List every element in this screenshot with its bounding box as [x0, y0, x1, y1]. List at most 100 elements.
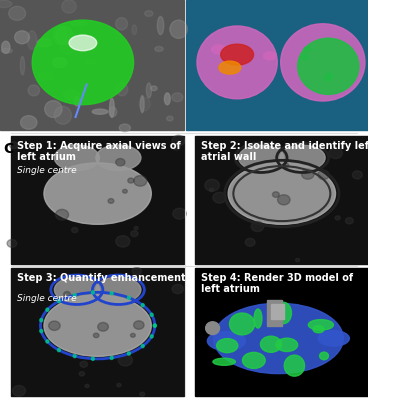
- Ellipse shape: [151, 86, 157, 91]
- Ellipse shape: [140, 96, 144, 113]
- Ellipse shape: [172, 144, 180, 150]
- Ellipse shape: [141, 344, 144, 348]
- Ellipse shape: [131, 231, 138, 236]
- Ellipse shape: [140, 392, 145, 396]
- Bar: [186, 0, 368, 130]
- Text: Step 1: Acquire axial views of
left atrium: Step 1: Acquire axial views of left atri…: [16, 141, 180, 162]
- Ellipse shape: [46, 340, 49, 343]
- Ellipse shape: [197, 26, 277, 99]
- Ellipse shape: [56, 209, 68, 220]
- Ellipse shape: [296, 258, 300, 262]
- Ellipse shape: [116, 83, 128, 96]
- Ellipse shape: [0, 0, 12, 8]
- Ellipse shape: [61, 42, 74, 54]
- Ellipse shape: [172, 93, 183, 102]
- Ellipse shape: [20, 56, 24, 75]
- Ellipse shape: [92, 291, 94, 294]
- Text: Single centre: Single centre: [16, 294, 76, 303]
- Ellipse shape: [28, 31, 37, 50]
- Ellipse shape: [14, 31, 30, 44]
- Ellipse shape: [326, 73, 333, 78]
- Ellipse shape: [352, 171, 362, 179]
- Ellipse shape: [298, 38, 359, 94]
- Ellipse shape: [144, 11, 153, 16]
- Text: C: C: [4, 142, 14, 156]
- Ellipse shape: [1, 48, 12, 53]
- Ellipse shape: [207, 331, 246, 350]
- Ellipse shape: [132, 267, 142, 275]
- Ellipse shape: [150, 335, 153, 338]
- Ellipse shape: [85, 384, 89, 388]
- Text: Step 3: Quantify enhancement: Step 3: Quantify enhancement: [16, 273, 185, 283]
- Ellipse shape: [134, 226, 138, 230]
- Ellipse shape: [116, 158, 125, 166]
- Ellipse shape: [44, 163, 151, 224]
- Ellipse shape: [284, 355, 304, 376]
- Bar: [195, 268, 368, 396]
- Ellipse shape: [69, 35, 97, 51]
- Ellipse shape: [206, 322, 220, 334]
- Ellipse shape: [318, 170, 329, 180]
- Ellipse shape: [153, 324, 156, 327]
- Ellipse shape: [134, 321, 144, 329]
- Ellipse shape: [230, 313, 255, 335]
- Ellipse shape: [238, 145, 284, 170]
- Ellipse shape: [110, 98, 114, 118]
- Ellipse shape: [45, 100, 62, 118]
- Ellipse shape: [116, 18, 128, 30]
- Ellipse shape: [228, 163, 336, 224]
- Ellipse shape: [48, 321, 60, 330]
- Ellipse shape: [213, 192, 226, 203]
- Text: Step 2: Isolate and identify left
atrial wall: Step 2: Isolate and identify left atrial…: [201, 141, 374, 162]
- Ellipse shape: [141, 304, 144, 307]
- Ellipse shape: [146, 83, 152, 98]
- Bar: [271, 304, 284, 319]
- Ellipse shape: [52, 58, 66, 68]
- Ellipse shape: [166, 116, 173, 121]
- Ellipse shape: [283, 163, 289, 168]
- Ellipse shape: [276, 338, 298, 352]
- Ellipse shape: [73, 294, 76, 297]
- Ellipse shape: [46, 308, 49, 311]
- Ellipse shape: [72, 228, 78, 233]
- Ellipse shape: [9, 6, 26, 20]
- Ellipse shape: [64, 292, 70, 297]
- Ellipse shape: [172, 284, 184, 294]
- Ellipse shape: [86, 60, 96, 64]
- Ellipse shape: [324, 76, 331, 81]
- Text: Step 4: Render 3D model of
left atrium: Step 4: Render 3D model of left atrium: [201, 273, 353, 294]
- Ellipse shape: [62, 0, 76, 13]
- Ellipse shape: [278, 195, 290, 205]
- Ellipse shape: [172, 135, 185, 146]
- Ellipse shape: [28, 85, 40, 96]
- Ellipse shape: [54, 277, 99, 302]
- Ellipse shape: [164, 93, 170, 105]
- Ellipse shape: [74, 96, 80, 106]
- Ellipse shape: [80, 361, 88, 367]
- Ellipse shape: [38, 73, 53, 80]
- Ellipse shape: [58, 300, 60, 303]
- Ellipse shape: [173, 208, 186, 219]
- Ellipse shape: [308, 320, 334, 330]
- Ellipse shape: [96, 145, 141, 170]
- Ellipse shape: [130, 333, 135, 337]
- Ellipse shape: [221, 44, 254, 65]
- Ellipse shape: [276, 302, 292, 324]
- Ellipse shape: [132, 25, 137, 35]
- Ellipse shape: [210, 188, 214, 192]
- Ellipse shape: [44, 295, 151, 356]
- Ellipse shape: [302, 169, 314, 179]
- Ellipse shape: [217, 338, 238, 353]
- Ellipse shape: [212, 45, 226, 54]
- Ellipse shape: [153, 324, 156, 327]
- Ellipse shape: [251, 221, 264, 232]
- Ellipse shape: [122, 189, 127, 193]
- Ellipse shape: [92, 357, 94, 360]
- Ellipse shape: [280, 145, 325, 170]
- Ellipse shape: [10, 142, 18, 149]
- Ellipse shape: [128, 296, 130, 299]
- Ellipse shape: [2, 41, 10, 53]
- Ellipse shape: [108, 198, 114, 203]
- Ellipse shape: [70, 22, 87, 26]
- Ellipse shape: [139, 97, 150, 111]
